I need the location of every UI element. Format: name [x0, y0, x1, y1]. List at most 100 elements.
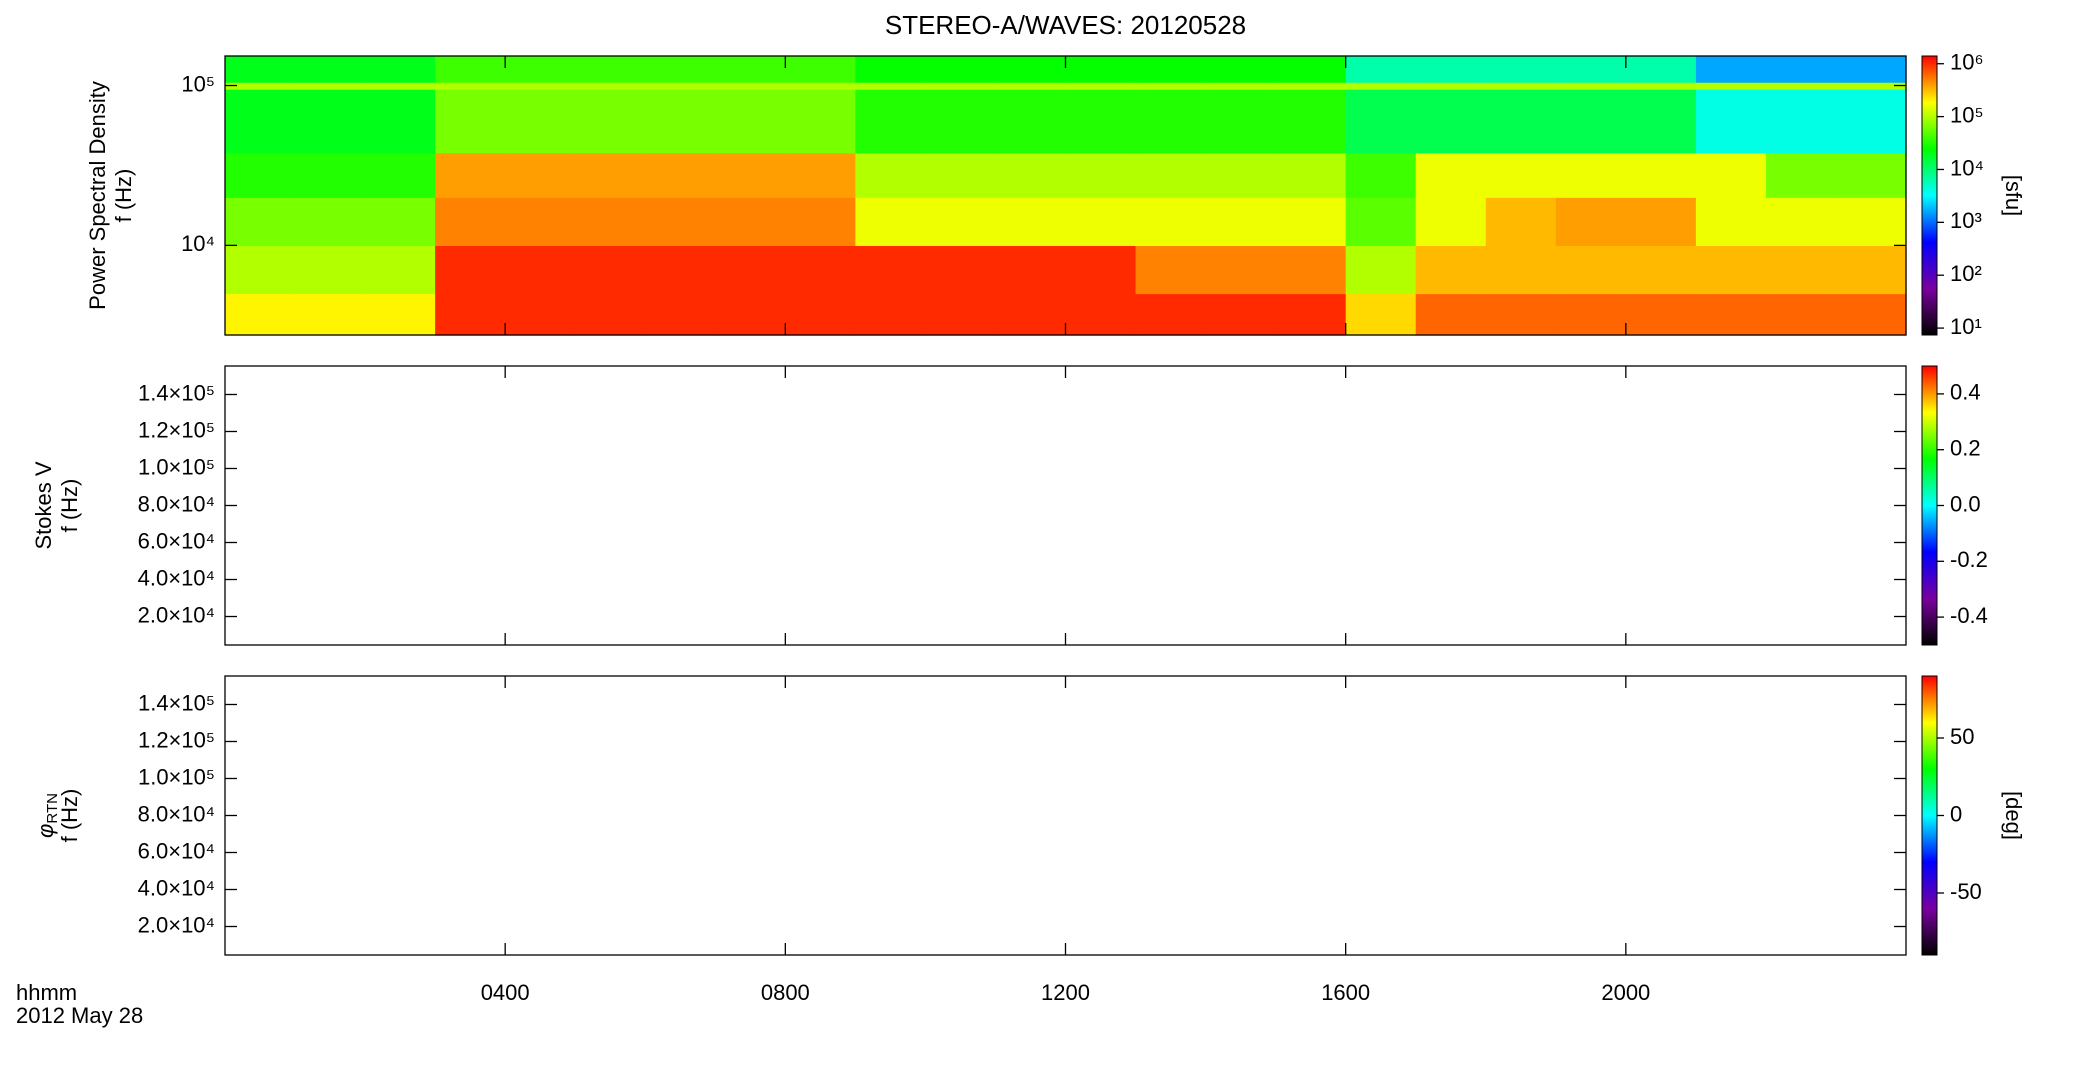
heatmap-cell [715, 89, 786, 154]
heatmap-cell [715, 82, 786, 90]
heatmap-cell [855, 82, 927, 90]
heatmap-cell [435, 89, 506, 154]
heatmap-cell [435, 245, 506, 295]
y-tick-label: 8.0×10⁴ [138, 491, 215, 516]
heatmap-cell [925, 89, 997, 154]
heatmap-cell [1765, 245, 1837, 295]
y-axis-label: f (Hz) [57, 789, 82, 843]
heatmap-cell [1065, 197, 1137, 246]
colorbar-tick-label: 10¹ [1950, 314, 1982, 339]
y-tick-label: 1.4×10⁵ [138, 380, 215, 405]
heatmap-cell [785, 197, 856, 246]
y-tick-label: 4.0×10⁴ [138, 565, 215, 590]
y-axis-symbol: φ [33, 824, 58, 838]
heatmap-cell [505, 56, 576, 83]
heatmap-cell [575, 245, 646, 295]
heatmap-cell [1625, 56, 1697, 83]
colorbar-label: [deg] [2001, 791, 2026, 840]
colorbar-tick-label: 10⁶ [1950, 50, 1984, 75]
heatmap-cell [1135, 82, 1207, 90]
heatmap-cell [855, 293, 927, 336]
heatmap-cell [855, 89, 927, 154]
heatmap-cell [995, 152, 1067, 198]
colorbar-tick-label: 0.4 [1950, 380, 1981, 405]
heatmap-cell [1345, 293, 1417, 336]
heatmap-cell [225, 56, 296, 83]
heatmap-cell [1555, 89, 1627, 154]
heatmap-cell [1275, 89, 1347, 154]
heatmap-cell [1135, 245, 1207, 295]
y-tick-label: 2.0×10⁴ [138, 912, 215, 937]
colorbar-tick-label: 0 [1950, 801, 1962, 826]
heatmap-cell [1835, 293, 1907, 336]
heatmap-cell [225, 152, 296, 198]
y-axis-label: f (Hz) [57, 479, 82, 533]
y-tick-label: 6.0×10⁴ [138, 838, 215, 863]
heatmap-cell [1625, 293, 1697, 336]
heatmap-cell [575, 197, 646, 246]
heatmap-cell [505, 293, 576, 336]
heatmap-cell [1695, 82, 1767, 90]
y-tick-label: 2.0×10⁴ [138, 602, 215, 627]
colorbar-tick-label: -50 [1950, 879, 1982, 904]
y-tick-label: 1.0×10⁵ [138, 454, 215, 479]
heatmap-cell [435, 152, 506, 198]
heatmap-cell [295, 197, 366, 246]
heatmap-cell [1205, 56, 1277, 83]
heatmap-cell [1415, 152, 1487, 198]
y-tick-label: 1.0×10⁵ [138, 764, 215, 789]
heatmap-cell [785, 245, 856, 295]
y-axis-subscript: RTN [44, 793, 61, 824]
heatmap-cell [1345, 245, 1417, 295]
heatmap-cell [1765, 56, 1837, 83]
heatmap-cell [1135, 293, 1207, 336]
heatmap-cell [1205, 293, 1277, 336]
heatmap-cell [1275, 56, 1347, 83]
heatmap-cell [1275, 82, 1347, 90]
heatmap-cell [225, 82, 296, 90]
heatmap-cell [1345, 56, 1417, 83]
y-tick-label: 6.0×10⁴ [138, 528, 215, 553]
heatmap-cell [925, 245, 997, 295]
chart-title: STEREO-A/WAVES: 20120528 [885, 10, 1246, 40]
heatmap-cell [1625, 152, 1697, 198]
heatmap-cell [645, 56, 716, 83]
heatmap-cell [1415, 82, 1487, 90]
heatmap-cell [295, 56, 366, 83]
colorbar-tick-label: 10⁵ [1950, 102, 1984, 127]
x-tick-label: 1600 [1321, 980, 1370, 1005]
heatmap-cell [1485, 89, 1557, 154]
heatmap-cell [575, 152, 646, 198]
y-tick-label: 10⁵ [181, 71, 215, 96]
heatmap-cell [995, 56, 1067, 83]
heatmap-cell [715, 245, 786, 295]
heatmap-cell [1555, 56, 1627, 83]
heatmap-cell [1765, 152, 1837, 198]
heatmap-cell [1135, 152, 1207, 198]
heatmap-cell [645, 293, 716, 336]
x-tick-label: 0400 [481, 980, 530, 1005]
heatmap-cell [1835, 56, 1907, 83]
colorbar-tick-label: 0.2 [1950, 436, 1981, 461]
x-tick-label: 1200 [1041, 980, 1090, 1005]
heatmap-cell [1135, 89, 1207, 154]
heatmap-cell [1695, 245, 1767, 295]
heatmap-cell [1695, 56, 1767, 83]
heatmap-cell [715, 293, 786, 336]
heatmap-cell [1415, 245, 1487, 295]
heatmap-cell [1065, 152, 1137, 198]
heatmap-cell [995, 89, 1067, 154]
heatmap-cell [1415, 89, 1487, 154]
colorbar-tick-label: 10³ [1950, 208, 1982, 233]
heatmap-cell [785, 152, 856, 198]
y-tick-label: 1.2×10⁵ [138, 727, 215, 752]
colorbar-tick-label: 10⁴ [1950, 155, 1984, 180]
heatmap-cell [575, 56, 646, 83]
heatmap-cell [1625, 245, 1697, 295]
heatmap-cell [505, 82, 576, 90]
heatmap-cell [1835, 89, 1907, 154]
heatmap-cell [855, 245, 927, 295]
colorbar [1921, 55, 1938, 336]
heatmap-cell [715, 152, 786, 198]
